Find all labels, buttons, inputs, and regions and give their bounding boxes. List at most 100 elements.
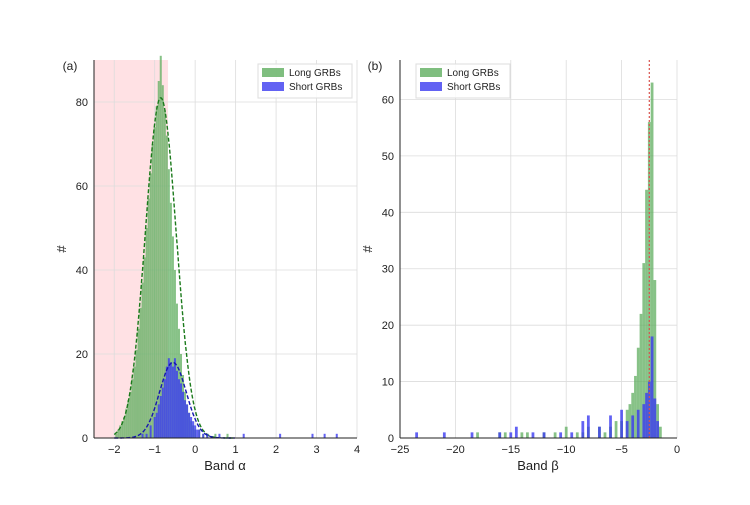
bar [658, 426, 662, 438]
y-tick-label: 80 [76, 97, 88, 109]
bar [165, 366, 168, 438]
x-axis-label: Band α [204, 458, 246, 473]
bar [169, 202, 172, 438]
bar [625, 421, 629, 438]
bar [145, 228, 148, 438]
bar [145, 433, 148, 438]
bar [645, 392, 648, 438]
legend: Long GRBs Short GRBs [415, 63, 511, 99]
bar [542, 432, 546, 438]
bar [175, 370, 178, 438]
bar [498, 432, 502, 438]
bar [135, 349, 138, 438]
bar [642, 263, 646, 438]
bar [157, 404, 160, 438]
bar [279, 433, 282, 438]
bar [173, 358, 176, 438]
bar [415, 432, 419, 438]
bar [127, 400, 130, 438]
legend-label: Short GRBs [289, 82, 342, 93]
bar [603, 432, 607, 438]
legend-label: Long GRBs [289, 68, 341, 79]
bar [161, 387, 164, 438]
bar [182, 391, 185, 438]
x-tick-label: −20 [446, 444, 465, 456]
y-tick-label: 60 [76, 181, 88, 193]
y-tick-label: 0 [388, 433, 394, 445]
bar [125, 408, 128, 438]
bar [656, 421, 659, 438]
bar [636, 409, 640, 438]
bar [141, 433, 144, 438]
y-tick-label: 50 [382, 151, 394, 163]
panel-b: −25 −20 −15 −10 −5 0 0 10 20 30 40 50 60 Band β # (b) Lo… [360, 59, 680, 473]
bar [147, 198, 150, 438]
fit-curve [114, 361, 235, 439]
bar [171, 366, 174, 438]
y-tick-label: 30 [382, 264, 394, 276]
y-axis-label: # [360, 245, 375, 253]
bar [645, 189, 648, 438]
bar [323, 433, 326, 438]
bar [151, 144, 154, 438]
legend-label: Long GRBs [447, 68, 499, 79]
bar [214, 433, 217, 438]
bar [184, 400, 187, 438]
bar [190, 417, 193, 438]
legend-swatch [420, 82, 442, 91]
bar [564, 426, 568, 438]
bar [163, 110, 166, 439]
y-tick-label: 60 [382, 94, 394, 106]
fit-curve [113, 97, 235, 439]
bar [470, 432, 474, 438]
bar [186, 404, 189, 438]
bar [526, 432, 529, 438]
bar [553, 432, 557, 438]
bar [639, 313, 643, 438]
bar [620, 409, 623, 438]
bar [514, 426, 518, 438]
bar [169, 362, 172, 438]
y-tick-label: 20 [76, 349, 88, 361]
series-short-grbs [415, 336, 659, 438]
bar [202, 433, 205, 438]
x-tick-label: 3 [313, 444, 319, 456]
bar [159, 55, 162, 439]
bar [653, 398, 657, 438]
bar [133, 366, 136, 438]
legend-swatch [262, 68, 284, 77]
bar [206, 433, 209, 438]
bar [650, 336, 654, 438]
bar [188, 412, 191, 438]
bar [598, 426, 601, 438]
bar [226, 433, 229, 438]
bar [442, 432, 446, 438]
bar [628, 404, 632, 438]
bar [581, 421, 585, 438]
bar [149, 425, 152, 438]
bar [171, 236, 174, 438]
x-tick-label: 1 [233, 444, 239, 456]
bar [634, 375, 637, 438]
bar [155, 106, 158, 438]
bar [157, 81, 160, 438]
bar [192, 421, 195, 438]
x-tick-label: 2 [273, 444, 279, 456]
bar [137, 328, 140, 438]
bar [165, 135, 168, 438]
x-tick-label: −15 [501, 444, 520, 456]
bar [650, 82, 654, 438]
bar [167, 169, 170, 438]
bar [139, 307, 142, 438]
panel-label: (b) [368, 59, 383, 73]
bar [153, 127, 156, 438]
bar [119, 425, 122, 438]
bar [218, 433, 221, 438]
legend-swatch [420, 68, 442, 77]
bar [609, 415, 612, 438]
bar [143, 257, 146, 438]
bar [614, 421, 618, 438]
